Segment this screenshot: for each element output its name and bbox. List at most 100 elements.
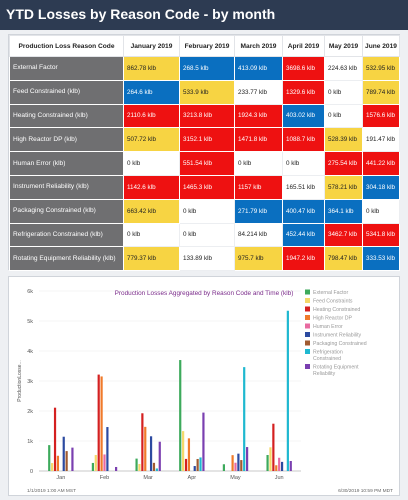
x-tick-label: Mar (143, 475, 153, 481)
value-cell: 452.44 klb (282, 222, 325, 248)
y-tick-label: 6k (27, 289, 33, 295)
value-cell: 333.53 klb (362, 246, 400, 272)
value-cell: 0 klb (324, 103, 363, 129)
value-cell: 1088.7 klb (282, 127, 325, 153)
bar (65, 451, 68, 471)
bar (100, 376, 103, 471)
bar (62, 436, 65, 471)
column-header-month[interactable]: June 2019 (362, 35, 400, 57)
value-cell: 264.6 klb (123, 79, 180, 105)
bar (193, 466, 196, 471)
legend-label: Constrained (313, 356, 341, 362)
value-cell: 268.5 klb (179, 56, 235, 81)
value-cell: 975.7 klb (234, 246, 283, 272)
value-cell: 3698.6 klb (282, 56, 325, 81)
value-cell: 507.72 klb (123, 127, 180, 153)
value-cell: 84.214 klb (234, 222, 283, 248)
bar (275, 465, 278, 471)
column-header-month[interactable]: January 2019 (123, 35, 180, 57)
value-cell: 0 klb (362, 198, 400, 224)
bar (202, 412, 205, 471)
value-cell: 3152.1 klb (179, 127, 235, 153)
legend-swatch (305, 298, 310, 303)
legend-label: Heating Constrained (313, 307, 360, 313)
value-cell: 1576.6 klb (362, 103, 400, 129)
column-header-month[interactable]: April 2019 (282, 35, 325, 57)
value-cell: 1471.8 klb (234, 127, 283, 153)
legend-swatch (305, 323, 310, 329)
bar (246, 447, 249, 471)
column-header-reason[interactable]: Production Loss Reason Code (9, 35, 124, 57)
bar (155, 468, 158, 471)
bar (187, 438, 191, 471)
y-tick-label: 0 (30, 469, 33, 475)
reason-cell: Instrument Reliability (klb) (9, 174, 124, 200)
bar (272, 423, 275, 471)
value-cell: 304.18 klb (362, 174, 400, 200)
value-cell: 1465.3 klb (179, 174, 235, 200)
bar (53, 407, 57, 471)
losses-table-panel: Production Loss Reason Code January 2019… (8, 34, 400, 272)
table-row: Human Error (klb) 0 klb 551.54 klb 0 klb 0 k… (9, 151, 400, 176)
value-cell: 0 klb (324, 79, 363, 105)
value-cell: 1924.3 klb (234, 103, 283, 129)
reason-cell: Heating Constrained (klb) (9, 103, 124, 129)
bar (158, 441, 161, 471)
bar (152, 462, 156, 471)
bar (106, 427, 109, 471)
bar (115, 466, 118, 471)
value-cell: 441.22 klb (362, 151, 400, 176)
value-cell: 789.74 klb (362, 79, 400, 105)
bar (179, 360, 182, 471)
bar (199, 457, 202, 471)
column-header-month[interactable]: May 2019 (324, 35, 363, 57)
bar (97, 374, 100, 471)
legend-label: Refrigeration (313, 350, 343, 356)
bar (237, 453, 240, 471)
table-row: Instrument Reliability (klb) 1142.6 klb 14… (9, 174, 400, 200)
bar (149, 436, 153, 471)
table-row: External Factor 862.78 klb 268.5 klb 413.09… (9, 56, 400, 81)
reason-cell: Rotating Equipment Reliability (klb) (9, 246, 124, 272)
bar (56, 455, 60, 471)
bar (240, 460, 243, 471)
value-cell: 528.39 klb (324, 127, 363, 153)
value-cell: 0 klb (179, 222, 235, 248)
range-start-label: 1/1/2019 1:00 AM MST (27, 488, 76, 494)
table-row: Packaging Constrained (klb) 663.42 klb 0 k… (9, 198, 400, 224)
table-row: Feed Constrained (klb) 264.6 klb 533.9 klb… (9, 79, 400, 105)
value-cell: 271.79 klb (234, 198, 283, 224)
reason-cell: Refrigeration Constrained (klb) (9, 222, 124, 248)
value-cell: 364.1 klb (324, 198, 363, 224)
bar (71, 447, 74, 471)
bar (196, 458, 199, 471)
y-tick-label: 1k (27, 439, 33, 445)
table-row: Refrigeration Constrained (klb) 0 klb 0 kl… (9, 222, 400, 248)
value-cell: 3462.7 klb (324, 222, 363, 248)
reason-cell: External Factor (9, 56, 124, 81)
value-cell: 165.51 klb (282, 174, 325, 200)
value-cell: 0 klb (123, 151, 180, 176)
value-cell: 275.54 klb (324, 151, 363, 176)
bar (243, 367, 246, 471)
table-row: High Reactor DP (klb) 507.72 klb 3152.1 kl… (9, 127, 400, 153)
value-cell: 798.47 klb (324, 246, 363, 272)
value-cell: 533.9 klb (179, 79, 235, 105)
y-tick-label: 4k (27, 349, 33, 355)
range-end-label: 6/30/2019 10:59 PM MDT (338, 488, 393, 494)
x-tick-label: Jan (56, 475, 65, 481)
value-cell: 862.78 klb (123, 56, 180, 81)
reason-cell: Packaging Constrained (klb) (9, 198, 124, 224)
bar (135, 458, 138, 471)
column-header-month[interactable]: February 2019 (179, 35, 235, 57)
value-cell: 1329.6 klb (282, 79, 325, 105)
value-cell: 1157 klb (234, 174, 283, 200)
value-cell: 0 klb (282, 151, 325, 176)
bar (286, 310, 289, 471)
bar (51, 463, 54, 471)
legend-swatch (305, 364, 310, 369)
value-cell: 551.54 klb (179, 151, 235, 176)
value-cell: 191.47 klb (362, 127, 400, 153)
column-header-month[interactable]: March 2019 (234, 35, 283, 57)
